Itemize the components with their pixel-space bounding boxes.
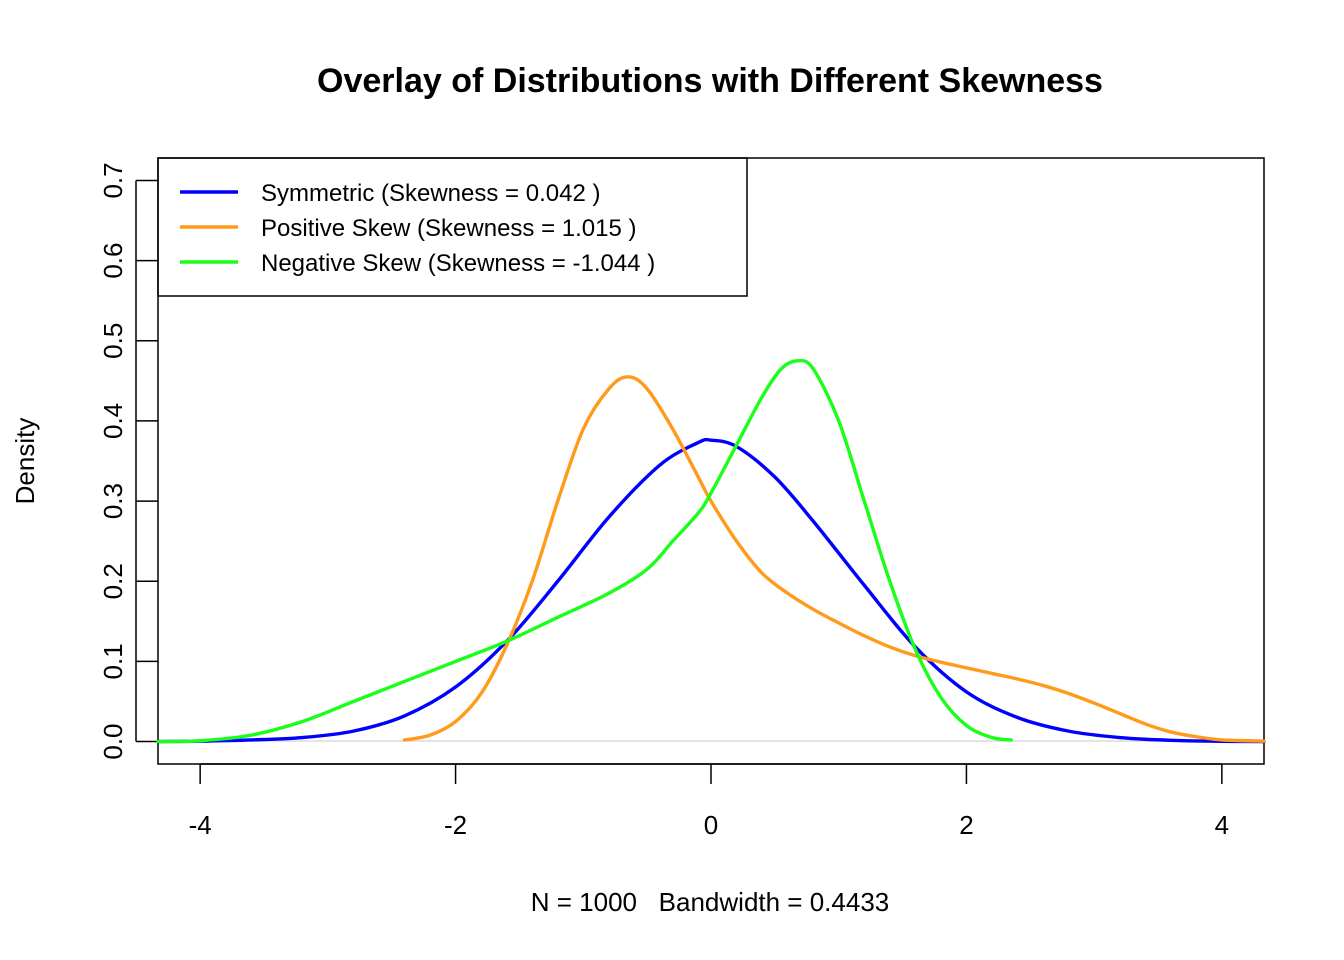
y-tick-label: 0.2 <box>98 563 128 599</box>
series-line-negative-skew <box>156 358 1013 744</box>
legend: Symmetric (Skewness = 0.042 ) Positive Sk… <box>157 157 748 297</box>
chart-title: Overlay of Distributions with Different … <box>317 62 1103 100</box>
y-tick-label: 0.7 <box>98 162 128 198</box>
density-curves <box>156 358 1266 744</box>
y-tick-label: 0.1 <box>98 643 128 679</box>
x-tick-label: 2 <box>959 810 973 840</box>
legend-label: Negative Skew (Skewness = -1.044 ) <box>261 250 655 277</box>
y-tick-label: 0.0 <box>98 723 128 759</box>
x-axis-label: N = 1000 Bandwidth = 0.4433 <box>531 887 890 917</box>
x-tick-label: 0 <box>704 810 718 840</box>
legend-box <box>157 157 748 297</box>
y-axis-label: Density <box>10 418 40 505</box>
y-tick-label: 0.4 <box>98 403 128 439</box>
legend-label: Symmetric (Skewness = 0.042 ) <box>261 180 600 207</box>
series-line-positive-skew <box>402 375 1266 743</box>
series-line-symmetric <box>156 437 1266 744</box>
y-tick-label: 0.3 <box>98 483 128 519</box>
y-tick-label: 0.5 <box>98 323 128 359</box>
x-tick-label: -2 <box>444 810 467 840</box>
y-axis: 0.0 0.1 0.2 0.3 0.4 0.5 0.6 0.7 <box>98 162 158 760</box>
legend-label: Positive Skew (Skewness = 1.015 ) <box>261 215 637 242</box>
x-tick-label: 4 <box>1215 810 1229 840</box>
x-axis: -4 -2 0 2 4 <box>189 763 1229 840</box>
x-tick-label: -4 <box>189 810 212 840</box>
plot-frame <box>157 157 1265 765</box>
y-tick-label: 0.6 <box>98 243 128 279</box>
